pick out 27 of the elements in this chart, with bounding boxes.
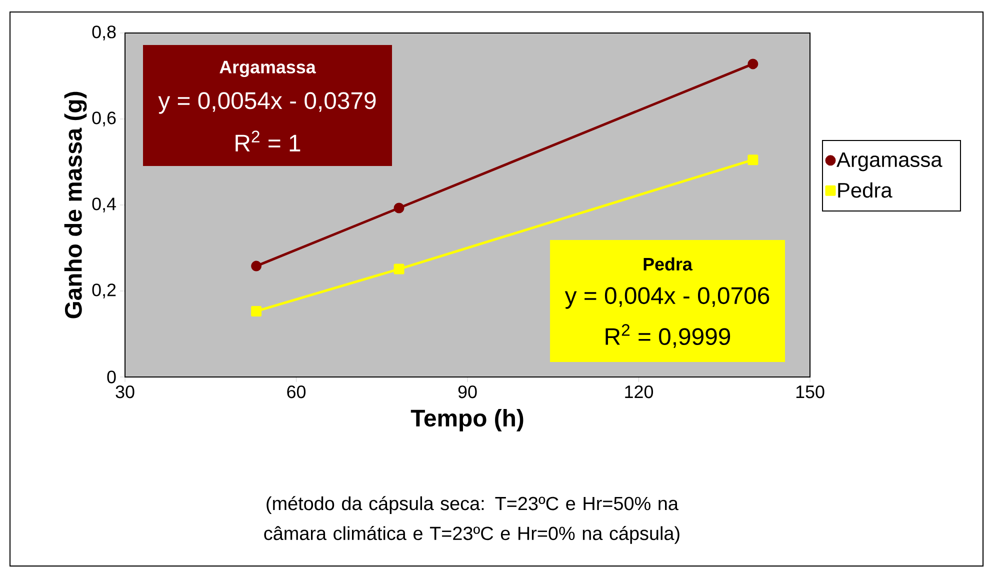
point	[251, 260, 262, 272]
annotation: Argamassa	[220, 60, 316, 78]
x-tick-label: 150	[796, 385, 824, 398]
point	[748, 58, 758, 70]
y-tick-label: 0,6	[92, 112, 116, 126]
y-tick-label: 0,8	[92, 26, 116, 40]
legend-label: Argamassa	[836, 152, 942, 172]
y-tick-label: 0,2	[92, 284, 116, 298]
y-axis-title: Ganho de massa (g)	[64, 92, 87, 318]
x-tick-label: 120	[625, 385, 654, 398]
x-tick-label: 30	[116, 385, 134, 398]
point	[394, 264, 404, 274]
annotation: R$^{2}$ = 1	[236, 130, 300, 152]
legend-label: Pedra	[838, 182, 892, 198]
x-axis-title: Tempo (h)	[410, 409, 524, 432]
point	[748, 154, 758, 166]
annotation: Pedra	[644, 257, 693, 271]
annotation: R$^{2}$ = 0,9999	[606, 324, 730, 348]
annotation: y = 0,004x - 0,0706	[564, 287, 770, 309]
x-tick-label: 90	[458, 385, 477, 398]
annotation: y = 0,0054x - 0,0379	[158, 92, 376, 114]
text: (método da cápsula seca: T=23ºC e Hr=50% na câmara climática e T=23ºC e Hr=0% na cápsula)	[264, 496, 680, 544]
point	[251, 306, 262, 316]
x-tick-label: 60	[287, 385, 306, 398]
y-tick-label: 0	[107, 370, 116, 384]
y-tick-label: 0,4	[92, 198, 116, 212]
point	[394, 202, 404, 214]
